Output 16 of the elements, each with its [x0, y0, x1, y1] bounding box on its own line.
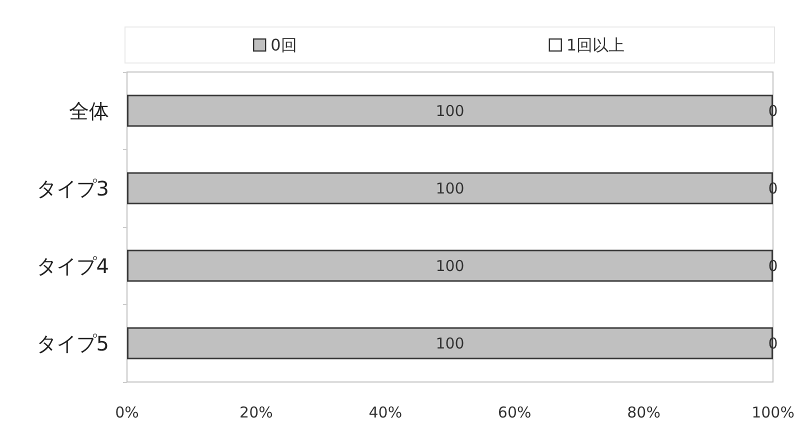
data-label: 100: [436, 179, 464, 198]
x-tick-label: 80%: [627, 404, 660, 422]
x-tick-label: 100%: [752, 404, 794, 422]
y-tick-label: タイプ5: [36, 331, 109, 356]
y-tick-label: タイプ4: [36, 254, 109, 278]
x-tick-label: 0%: [115, 404, 139, 422]
y-tick-label: 全体: [69, 98, 109, 123]
legend-label: 1回以上: [566, 36, 625, 54]
x-tick-label: 60%: [498, 404, 532, 422]
data-label: 100: [436, 334, 464, 352]
data-label: 100: [436, 102, 464, 120]
x-tick-label: 40%: [368, 404, 402, 422]
y-tick-label: タイプ3: [36, 176, 109, 200]
legend-label: 0回: [270, 36, 297, 54]
x-tick-label: 20%: [240, 404, 273, 422]
data-label: 100: [436, 256, 464, 275]
